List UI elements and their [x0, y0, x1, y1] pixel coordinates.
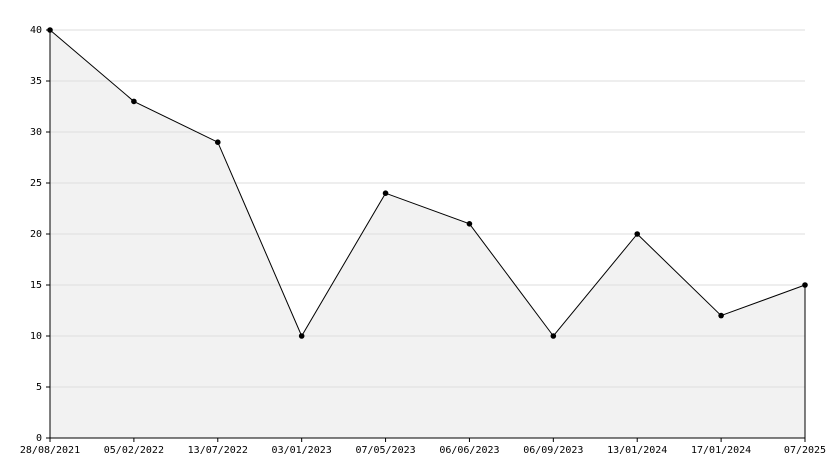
x-tick-label: 28/08/2021 — [20, 445, 80, 456]
x-tick-label: 06/06/2023 — [439, 445, 499, 456]
y-tick-label: 5 — [36, 382, 42, 393]
marker — [466, 221, 473, 227]
x-tick-label: 13/01/2024 — [607, 445, 667, 456]
x-tick-label: 05/02/2022 — [104, 445, 164, 456]
marker — [634, 231, 641, 237]
x-tick-label: 13/07/2022 — [188, 445, 248, 456]
marker — [214, 139, 221, 145]
y-tick-label: 40 — [30, 25, 42, 36]
x-tick-label: 17/01/2024 — [691, 445, 751, 456]
y-tick-label: 0 — [36, 433, 42, 444]
x-tick-label: 07/2025 — [784, 445, 826, 456]
marker — [382, 190, 389, 196]
line — [49, 29, 806, 338]
y-tick-label: 35 — [30, 76, 42, 87]
marker — [550, 333, 557, 339]
x-tick-label: 03/01/2023 — [272, 445, 332, 456]
y-tick-label: 15 — [30, 280, 42, 291]
x-tick-label: 06/09/2023 — [523, 445, 583, 456]
y-tick-label: 30 — [30, 127, 42, 138]
y-tick-label: 10 — [30, 331, 42, 342]
y-tick-label: 20 — [30, 229, 42, 240]
marker — [718, 312, 724, 319]
y-tick-label: 25 — [30, 178, 42, 189]
marker — [802, 282, 808, 288]
marker — [47, 27, 53, 33]
marker — [131, 98, 137, 105]
marker — [298, 333, 305, 339]
x-tick-label: 07/05/2023 — [355, 445, 415, 456]
